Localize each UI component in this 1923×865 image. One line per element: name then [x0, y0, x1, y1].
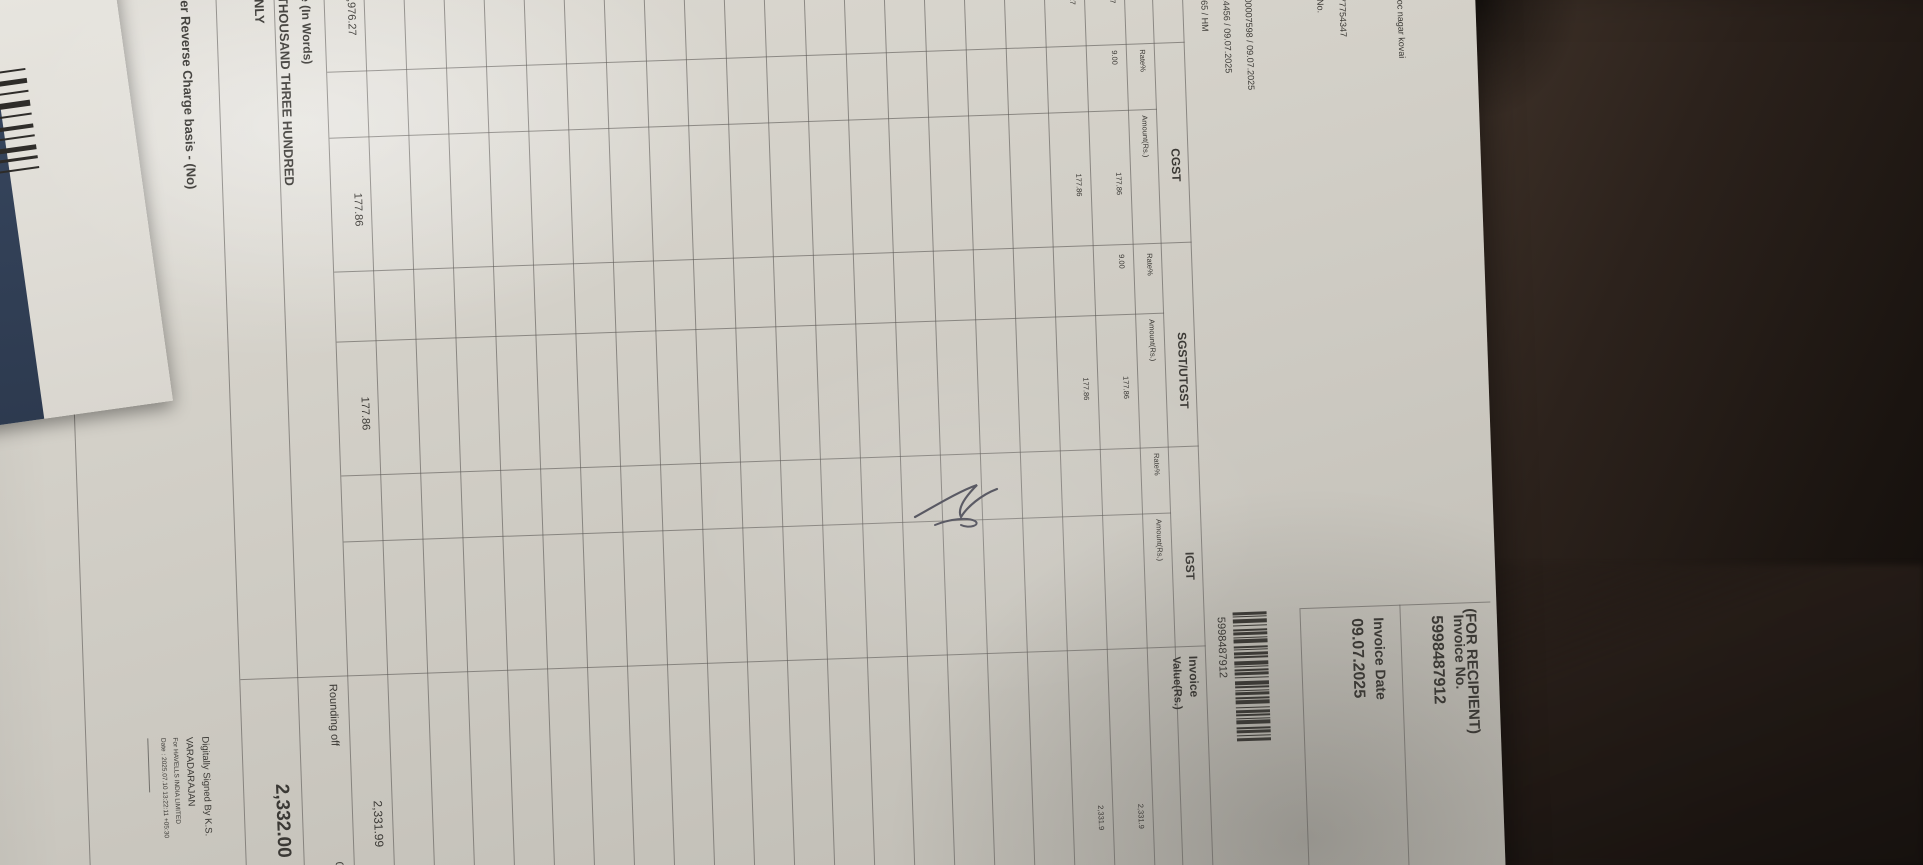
col-header-invoice-value: Invoice — [1186, 655, 1202, 698]
grand-total-value: 2,332.00 — [270, 783, 295, 859]
cell-taxable-r2: 1,976.27 — [1067, 0, 1077, 5]
total-taxable: 1,976.27 — [344, 0, 358, 36]
cell-sgst-amount-r2: 177.86 — [1081, 377, 1092, 401]
cell-invoice-value-r1: 2,331.9 — [1136, 803, 1147, 829]
digital-signature-line-3: For HAVELLS INDIA LIMITED — [171, 737, 182, 825]
rounding-off-label: Rounding off — [326, 683, 341, 747]
col-header-sgst: SGST/UTGST — [1174, 331, 1192, 409]
col-header-cgst-amount: Amount(Rs.) — [1140, 115, 1151, 158]
rounding-off-value: 0.01 — [333, 862, 346, 865]
col-header-invoice-value-unit: Value(Rs.) — [1170, 656, 1184, 710]
invoice-page: (FOR RECIPIENT) Invoice No. 5998487912 I… — [0, 0, 1491, 865]
cell-invoice-value-r2: 2,331.9 — [1096, 805, 1107, 831]
barcode-number: 5998487912 — [1214, 616, 1229, 679]
cell-cgst-rate-r1: 9.00 — [1109, 50, 1120, 66]
invoice-no-label: Invoice No. — [1450, 614, 1470, 690]
cell-cgst-amount-r1: 177.86 — [1114, 172, 1124, 196]
invoice-value-in-words-label: ...e Value (In Words) — [296, 0, 315, 65]
total-cgst: 177.86 — [351, 192, 365, 227]
digital-signature-line-2: VARADARAJAN — [183, 736, 197, 807]
invoice-no-value: 5998487912 — [1427, 615, 1448, 705]
cell-taxable-r1: 1,976.27 — [1107, 0, 1117, 4]
total-sgst: 177.86 — [358, 396, 372, 431]
page-indicator: Page 1 of 1 — [0, 753, 5, 865]
invoice-date-label: Invoice Date — [1370, 617, 1390, 701]
cell-sgst-rate-r1: 9.00 — [1116, 253, 1127, 269]
ship-to-line-5: ...IL NADU India - 9677754347 — [1334, 0, 1348, 37]
col-header-igst-amount: Amount(Rs.) — [1154, 518, 1165, 562]
invoice-value-in-words-line-2: ...WO ONLY — [250, 0, 267, 24]
delivery-ref-line: ...very No.1472070865 / HM — [1196, 0, 1210, 32]
col-header-sgst-amount: Amount(Rs.) — [1147, 318, 1158, 362]
col-header-cgst: CGST — [1168, 147, 1184, 182]
col-header-igst: IGST — [1182, 551, 1198, 581]
ship-to-line-6: ...e Code: 33 GSTIN No. — [1312, 0, 1325, 13]
col-header-cgst-rate: Rate% — [1137, 49, 1148, 72]
invoice-barcode — [1232, 611, 1275, 852]
cell-cgst-amount-r2: 177.86 — [1074, 173, 1084, 197]
digital-signature-line-1: Digitally Signed By K.S. — [199, 736, 214, 837]
col-header-sgst-rate: Rate% — [1144, 252, 1155, 276]
order-ref-line: ...No / Date : EP00000007598 / 09.07.202… — [1240, 0, 1257, 91]
invoice-date-value: 09.07.2025 — [1347, 617, 1368, 699]
reverse-charge-text: ...e under Reverse Charge basis - (No) — [175, 0, 200, 190]
cell-sgst-amount-r1: 177.86 — [1121, 375, 1132, 400]
col-header-igst-rate: Rate% — [1151, 452, 1162, 476]
lr-ref-line: ...No / Date : 1146124456 / 09.07.2025 — [1218, 0, 1233, 73]
invoice-sheet: (FOR RECIPIENT) Invoice No. 5998487912 I… — [0, 0, 1507, 865]
total-invoice-value: 2,331.99 — [370, 800, 387, 848]
digital-signature-line-4: Date : 2025.07.10 13:22:11 +05:30 — [159, 737, 170, 839]
handwritten-signature — [913, 483, 999, 528]
ship-to-line-2: ...ma garden 1street voc nagar kovai — [1392, 0, 1407, 58]
